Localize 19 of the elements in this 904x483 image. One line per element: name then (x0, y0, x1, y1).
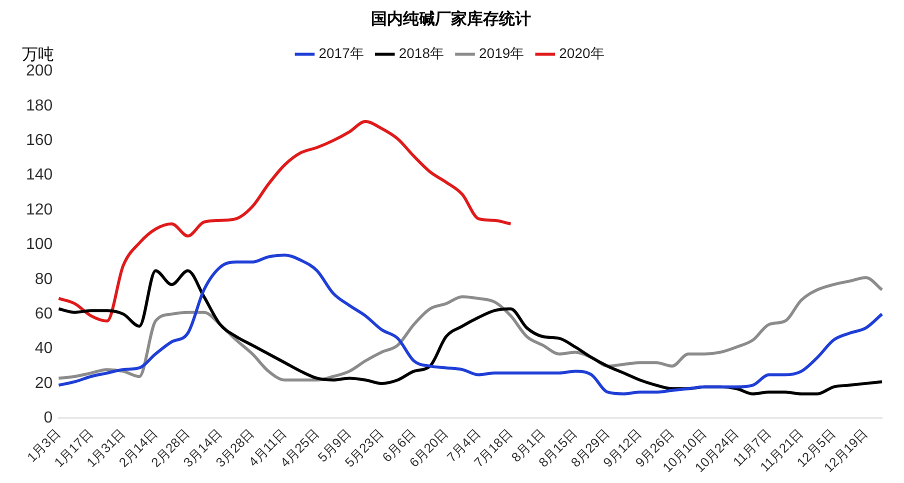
y-tick-label: 20 (34, 374, 53, 392)
y-tick-label: 180 (26, 97, 53, 114)
legend-label: 2017年 (318, 45, 364, 62)
legend-label: 2020年 (559, 45, 604, 62)
y-tick-label: 200 (26, 62, 53, 80)
chart-title: 国内纯碱厂家库存统计 (371, 8, 531, 28)
legend-label: 2018年 (398, 45, 444, 62)
legend-label: 2019年 (479, 45, 524, 62)
y-tick-label: 40 (34, 340, 53, 358)
line-series (57, 276, 884, 382)
y-tick-label: 160 (26, 132, 53, 149)
line-series (57, 120, 512, 322)
y-tick-label: 100 (26, 236, 53, 254)
y-tick-label: 80 (34, 270, 53, 288)
y-tick-label: 60 (34, 305, 53, 322)
y-tick-label: 120 (26, 201, 53, 218)
y-tick-label: 140 (26, 166, 53, 184)
y-axis-title: 万吨 (22, 44, 54, 64)
y-tick-label: 0 (44, 410, 53, 427)
